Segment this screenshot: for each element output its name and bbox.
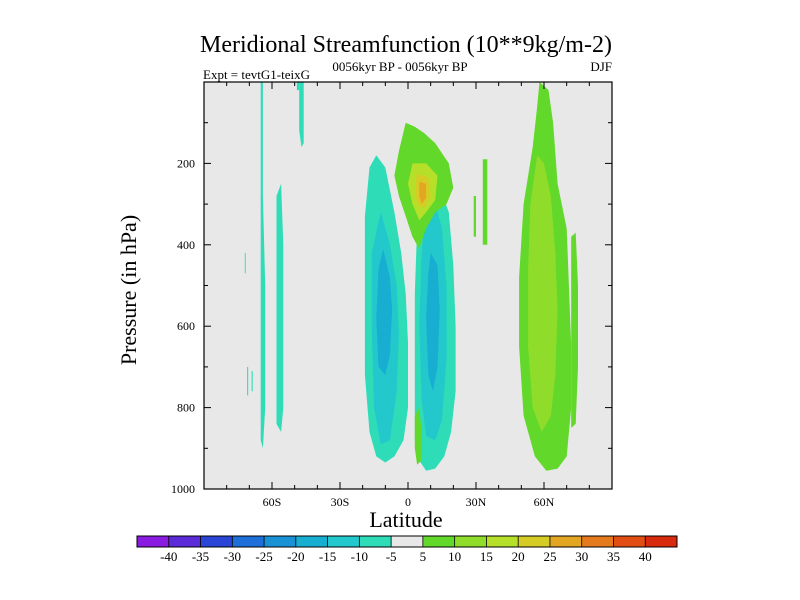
colorbar-swatch xyxy=(295,536,328,547)
region-sh-highlat-blob-d xyxy=(296,82,300,91)
colorbar-swatch xyxy=(422,536,455,547)
colorbar: -40 -35 -30 -25 -20 -15 -10 -5 5 10 15 20 25 30 35 40 xyxy=(136,535,678,564)
colorbar-label: 20 xyxy=(512,549,525,564)
colorbar-swatch xyxy=(232,536,265,547)
x-tick-label: 30S xyxy=(331,495,350,509)
colorbar-swatch xyxy=(549,536,582,547)
region-sh-highlat-streak-b xyxy=(276,183,284,432)
colorbar-swatch xyxy=(137,536,170,547)
colorbar-swatch xyxy=(613,536,646,547)
colorbar-swatch xyxy=(359,536,392,547)
region-sh-highlat-streak-a xyxy=(260,82,266,449)
colorbar-swatch xyxy=(486,536,519,547)
colorbar-label: -5 xyxy=(386,549,397,564)
region-upper-positive-peak xyxy=(419,181,427,205)
x-tick-label: 30N xyxy=(466,495,487,509)
y-tick-label: 1000 xyxy=(171,482,195,496)
y-axis-ticks: 200 400 600 800 1000 xyxy=(171,81,612,496)
colorbar-swatch xyxy=(645,536,678,547)
colorbar-label: 10 xyxy=(448,549,461,564)
region-sh-negative-cell-core xyxy=(376,248,393,375)
y-tick-label: 200 xyxy=(177,156,195,170)
colorbar-swatch xyxy=(518,536,551,547)
x-tick-label: 0 xyxy=(405,495,411,509)
colorbar-swatch xyxy=(581,536,614,547)
colorbar-label: -30 xyxy=(224,549,241,564)
region-sh-highlat-dash-f xyxy=(251,371,253,392)
colorbar-frame xyxy=(136,535,678,548)
colorbar-label: -35 xyxy=(192,549,209,564)
y-tick-label: 600 xyxy=(177,319,195,333)
colorbar-label: 5 xyxy=(420,549,427,564)
colorbar-swatch xyxy=(168,536,201,547)
colorbar-label: 30 xyxy=(575,549,588,564)
region-nh-thin-streak-2 xyxy=(473,196,476,237)
y-axis-label: Pressure (in hPa) xyxy=(116,215,141,365)
region-sh-highlat-dash-g xyxy=(244,252,246,274)
colorbar-label: -15 xyxy=(319,549,336,564)
colorbar-label: 15 xyxy=(480,549,493,564)
right-annotation: DJF xyxy=(590,59,612,74)
x-axis-label: Latitude xyxy=(369,507,442,532)
region-sh-highlat-blob-c xyxy=(299,82,304,148)
colorbar-swatch xyxy=(200,536,233,547)
chart-subtitle: 0056kyr BP - 0056kyr BP xyxy=(332,59,467,74)
colorbar-label: -20 xyxy=(287,549,304,564)
region-nh-thin-streak-1 xyxy=(482,159,488,245)
colorbar-swatch xyxy=(454,536,487,547)
colorbar-swatch xyxy=(264,536,297,547)
colorbar-label: -25 xyxy=(255,549,272,564)
x-tick-label: 60N xyxy=(534,495,555,509)
colorbar-label: -40 xyxy=(160,549,177,564)
colorbar-label: 35 xyxy=(607,549,620,564)
region-nh-sfc-positive-small xyxy=(414,407,422,465)
colorbar-swatch xyxy=(327,536,360,547)
chart-title: Meridional Streamfunction (10**9kg/m-2) xyxy=(200,32,612,58)
region-sh-highlat-dash-e xyxy=(247,366,249,396)
region-nh-midlat-positive-core xyxy=(528,155,558,433)
region-nh-highlat-streak xyxy=(571,232,578,428)
region-nh-negative-cell-core xyxy=(426,252,440,392)
contour-regions xyxy=(244,82,578,471)
colorbar-label: 40 xyxy=(639,549,652,564)
y-tick-label: 400 xyxy=(177,238,195,252)
colorbar-label: 25 xyxy=(543,549,556,564)
colorbar-label: -10 xyxy=(351,549,368,564)
x-tick-label: 60S xyxy=(263,495,282,509)
x-axis-ticks: 60S 30S 0 30N 60N xyxy=(203,82,613,509)
left-annotation: Expt = tevtG1-teixG xyxy=(203,67,310,82)
colorbar-swatch xyxy=(391,536,424,547)
y-tick-label: 800 xyxy=(177,401,195,415)
